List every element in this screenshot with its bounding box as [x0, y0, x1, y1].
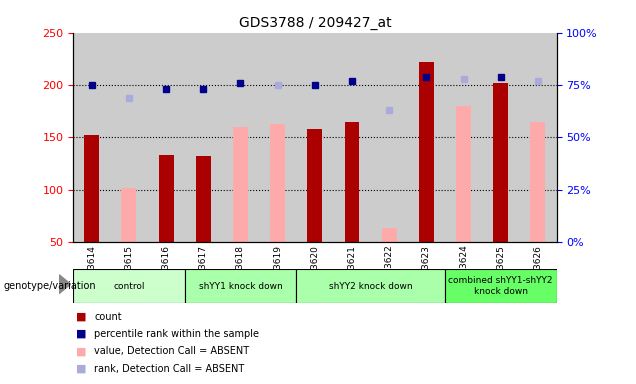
- Text: ■: ■: [76, 364, 87, 374]
- Bar: [110, 33, 148, 242]
- Text: shYY2 knock down: shYY2 knock down: [329, 281, 412, 291]
- Bar: [419, 62, 434, 242]
- Bar: [73, 269, 184, 303]
- Text: ■: ■: [76, 312, 87, 322]
- Bar: [158, 155, 174, 242]
- Bar: [184, 33, 222, 242]
- Bar: [259, 33, 296, 242]
- Bar: [148, 33, 184, 242]
- Text: value, Detection Call = ABSENT: value, Detection Call = ABSENT: [94, 346, 249, 356]
- Polygon shape: [59, 275, 71, 293]
- Bar: [296, 33, 333, 242]
- Bar: [482, 33, 520, 242]
- Title: GDS3788 / 209427_at: GDS3788 / 209427_at: [238, 16, 391, 30]
- Bar: [222, 33, 259, 242]
- Bar: [445, 269, 556, 303]
- Bar: [408, 33, 445, 242]
- Bar: [121, 187, 136, 242]
- Bar: [345, 122, 359, 242]
- Bar: [85, 135, 99, 242]
- Bar: [296, 269, 445, 303]
- Bar: [196, 156, 211, 242]
- Bar: [270, 124, 285, 242]
- Bar: [333, 33, 371, 242]
- Text: control: control: [113, 281, 144, 291]
- Text: ■: ■: [76, 329, 87, 339]
- Bar: [233, 127, 248, 242]
- Bar: [494, 83, 508, 242]
- Bar: [520, 33, 556, 242]
- Bar: [371, 33, 408, 242]
- Text: rank, Detection Call = ABSENT: rank, Detection Call = ABSENT: [94, 364, 244, 374]
- Text: shYY1 knock down: shYY1 knock down: [198, 281, 282, 291]
- Text: combined shYY1-shYY2
knock down: combined shYY1-shYY2 knock down: [448, 276, 553, 296]
- Bar: [73, 33, 110, 242]
- Text: percentile rank within the sample: percentile rank within the sample: [94, 329, 259, 339]
- Bar: [382, 228, 397, 242]
- Bar: [184, 269, 296, 303]
- Text: genotype/variation: genotype/variation: [3, 281, 96, 291]
- Bar: [445, 33, 482, 242]
- Bar: [307, 129, 322, 242]
- Bar: [530, 122, 545, 242]
- Text: count: count: [94, 312, 121, 322]
- Text: ■: ■: [76, 346, 87, 356]
- Bar: [456, 106, 471, 242]
